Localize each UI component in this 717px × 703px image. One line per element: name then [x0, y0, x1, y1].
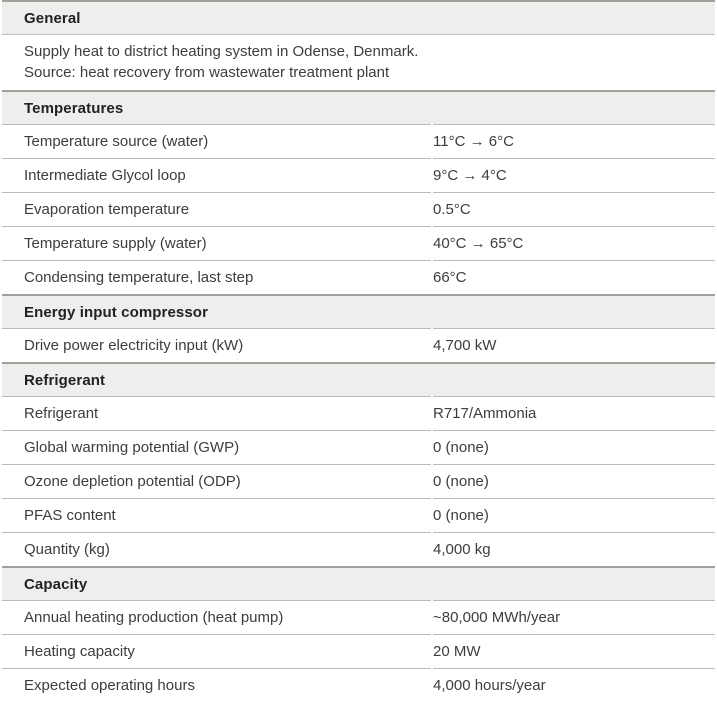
row-label: Refrigerant [2, 396, 431, 430]
row-evaporation-temperature: Evaporation temperature 0.5°C [2, 192, 715, 226]
row-expected-operating-hours: Expected operating hours 4,000 hours/yea… [2, 668, 715, 702]
row-label: Expected operating hours [2, 668, 431, 702]
row-label: Evaporation temperature [2, 192, 431, 226]
row-value: 9°C → 4°C [433, 158, 715, 192]
general-description-row: Supply heat to district heating system i… [2, 34, 715, 90]
row-value: 11°C → 6°C [433, 124, 715, 158]
row-condensing-temperature: Condensing temperature, last step 66°C [2, 260, 715, 294]
row-value: 0 (none) [433, 464, 715, 498]
row-label: Annual heating production (heat pump) [2, 600, 431, 634]
section-header-energy-input-compressor: Energy input compressor [2, 294, 715, 328]
section-header-refrigerant: Refrigerant [2, 362, 715, 396]
row-ozone-depletion-potential: Ozone depletion potential (ODP) 0 (none) [2, 464, 715, 498]
row-label: Global warming potential (GWP) [2, 430, 431, 464]
row-value: 0 (none) [433, 430, 715, 464]
row-label: Heating capacity [2, 634, 431, 668]
row-value: 66°C [433, 260, 715, 294]
row-pfas-content: PFAS content 0 (none) [2, 498, 715, 532]
row-label: Ozone depletion potential (ODP) [2, 464, 431, 498]
row-label: Temperature supply (water) [2, 226, 431, 260]
row-label: Drive power electricity input (kW) [2, 328, 431, 362]
description-line-1: Supply heat to district heating system i… [24, 43, 419, 60]
section-title: Refrigerant [2, 362, 715, 396]
section-title: General [2, 0, 715, 34]
section-header-capacity: Capacity [2, 566, 715, 600]
general-description: Supply heat to district heating system i… [2, 34, 715, 90]
section-header-general: General [2, 0, 715, 34]
row-value: 4,000 hours/year [433, 668, 715, 702]
row-value: 4,700 kW [433, 328, 715, 362]
row-label: Temperature source (water) [2, 124, 431, 158]
row-value: 0 (none) [433, 498, 715, 532]
row-global-warming-potential: Global warming potential (GWP) 0 (none) [2, 430, 715, 464]
section-title: Energy input compressor [2, 294, 715, 328]
row-refrigerant: Refrigerant R717/Ammonia [2, 396, 715, 430]
section-title: Temperatures [2, 90, 715, 124]
section-header-temperatures: Temperatures [2, 90, 715, 124]
row-temperature-supply: Temperature supply (water) 40°C → 65°C [2, 226, 715, 260]
row-intermediate-glycol-loop: Intermediate Glycol loop 9°C → 4°C [2, 158, 715, 192]
row-value: ~80,000 MWh/year [433, 600, 715, 634]
row-heating-capacity: Heating capacity 20 MW [2, 634, 715, 668]
row-label: PFAS content [2, 498, 431, 532]
row-annual-heating-production: Annual heating production (heat pump) ~8… [2, 600, 715, 634]
row-label: Condensing temperature, last step [2, 260, 431, 294]
row-label: Quantity (kg) [2, 532, 431, 566]
description-line-2: Source: heat recovery from wastewater tr… [24, 64, 390, 81]
row-quantity: Quantity (kg) 4,000 kg [2, 532, 715, 566]
row-value: 40°C → 65°C [433, 226, 715, 260]
row-value: 0.5°C [433, 192, 715, 226]
row-value: 4,000 kg [433, 532, 715, 566]
row-label: Intermediate Glycol loop [2, 158, 431, 192]
row-temperature-source: Temperature source (water) 11°C → 6°C [2, 124, 715, 158]
section-title: Capacity [2, 566, 715, 600]
row-drive-power-electricity-input: Drive power electricity input (kW) 4,700… [2, 328, 715, 362]
row-value: 20 MW [433, 634, 715, 668]
row-value: R717/Ammonia [433, 396, 715, 430]
